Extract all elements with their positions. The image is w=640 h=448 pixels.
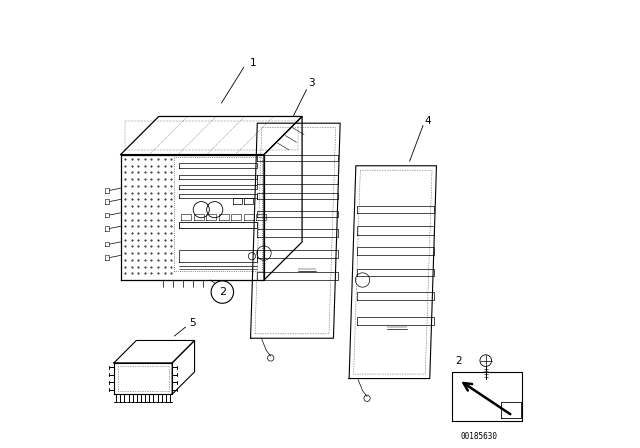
Text: 3: 3 xyxy=(308,78,314,88)
Circle shape xyxy=(211,281,234,303)
Text: 00185630: 00185630 xyxy=(461,432,497,441)
Text: 5: 5 xyxy=(189,318,196,327)
Text: 2: 2 xyxy=(456,356,462,366)
Text: 4: 4 xyxy=(424,116,431,126)
Text: 1: 1 xyxy=(250,58,256,68)
Text: 2: 2 xyxy=(219,287,226,297)
